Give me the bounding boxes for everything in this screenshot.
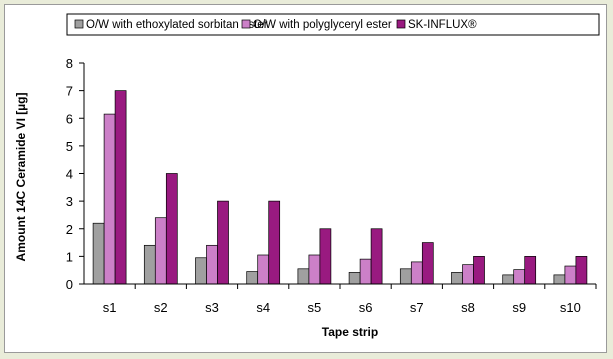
x-tick-label: s5 bbox=[308, 300, 322, 315]
x-tick-label: s6 bbox=[359, 300, 373, 315]
bar-s7-series-3 bbox=[421, 242, 434, 285]
x-tick-label: s3 bbox=[205, 300, 219, 315]
bar-s5-series-3 bbox=[319, 228, 332, 285]
y-tick-label: 1 bbox=[66, 249, 73, 264]
bar-s7-series-1 bbox=[399, 268, 412, 285]
bar-s2-series-2 bbox=[154, 217, 167, 285]
y-tick-label: 3 bbox=[66, 194, 73, 209]
bars bbox=[92, 90, 588, 285]
bar-s1-series-3 bbox=[114, 90, 127, 285]
legend-swatch-series-2 bbox=[241, 19, 251, 29]
legend-label-series-3: SK-INFLUX® bbox=[408, 19, 477, 31]
x-tick-label: s9 bbox=[512, 300, 526, 315]
y-tick-label: 8 bbox=[66, 56, 73, 71]
bar-s8-series-2 bbox=[462, 264, 474, 285]
bar-s1-series-2 bbox=[103, 113, 116, 285]
bar-s9-series-1 bbox=[502, 274, 515, 285]
bar-s3-series-3 bbox=[217, 200, 229, 285]
bar-s5-series-1 bbox=[297, 268, 310, 285]
x-axis-title: Tape strip bbox=[322, 325, 378, 339]
bar-s7-series-2 bbox=[410, 261, 423, 285]
chart-frame: O/W with ethoxylated sorbitan ester O/W w… bbox=[4, 4, 607, 353]
bar-s6-series-2 bbox=[359, 258, 372, 285]
y-axis-title: Amount 14C Ceramide VI [µg] bbox=[14, 93, 28, 262]
bar-s10-series-1 bbox=[553, 274, 566, 285]
bar-s9-series-2 bbox=[513, 269, 526, 285]
bar-s8-series-3 bbox=[473, 256, 485, 285]
x-tick-label: s10 bbox=[560, 300, 581, 315]
legend-box bbox=[66, 13, 600, 36]
bar-s2-series-3 bbox=[165, 173, 178, 285]
bar-s8-series-1 bbox=[451, 272, 463, 285]
bar-s3-series-2 bbox=[206, 244, 218, 285]
bar-s10-series-3 bbox=[575, 256, 588, 285]
bar-s2-series-1 bbox=[143, 244, 156, 285]
x-tick-label: s2 bbox=[154, 300, 168, 315]
y-tick-label: 4 bbox=[66, 167, 73, 182]
y-tick-label: 0 bbox=[66, 277, 73, 292]
legend-label-series-1: O/W with ethoxylated sorbitan ester bbox=[86, 19, 268, 31]
x-tick-label: s8 bbox=[461, 300, 475, 315]
bar-s4-series-2 bbox=[257, 254, 270, 285]
x-tick-label: s4 bbox=[256, 300, 270, 315]
bar-s4-series-3 bbox=[268, 200, 281, 285]
bar-s6-series-3 bbox=[370, 228, 383, 285]
x-tick-label: s1 bbox=[103, 300, 117, 315]
bar-s9-series-3 bbox=[524, 256, 537, 285]
legend-swatch-series-1 bbox=[74, 19, 84, 29]
y-tick-label: 2 bbox=[66, 222, 73, 237]
bar-s4-series-1 bbox=[246, 271, 259, 285]
bar-s10-series-2 bbox=[564, 265, 577, 285]
bar-s5-series-2 bbox=[308, 254, 321, 285]
bar-s1-series-1 bbox=[92, 222, 105, 285]
bar-s6-series-1 bbox=[348, 272, 361, 285]
y-tick-label: 5 bbox=[66, 139, 73, 154]
y-tick-label: 6 bbox=[66, 111, 73, 126]
axes: 0 1 2 3 4 5 6 7 8 s1 s2 s3 s4 s5 s6 s7 s8 s9 s10 bbox=[66, 56, 597, 315]
legend-label-series-2: O/W with polyglyceryl ester bbox=[253, 19, 392, 31]
x-tick-label: s7 bbox=[410, 300, 424, 315]
bar-s3-series-1 bbox=[195, 257, 207, 285]
y-tick-label: 7 bbox=[66, 84, 73, 99]
legend-swatch-series-3 bbox=[396, 19, 406, 29]
